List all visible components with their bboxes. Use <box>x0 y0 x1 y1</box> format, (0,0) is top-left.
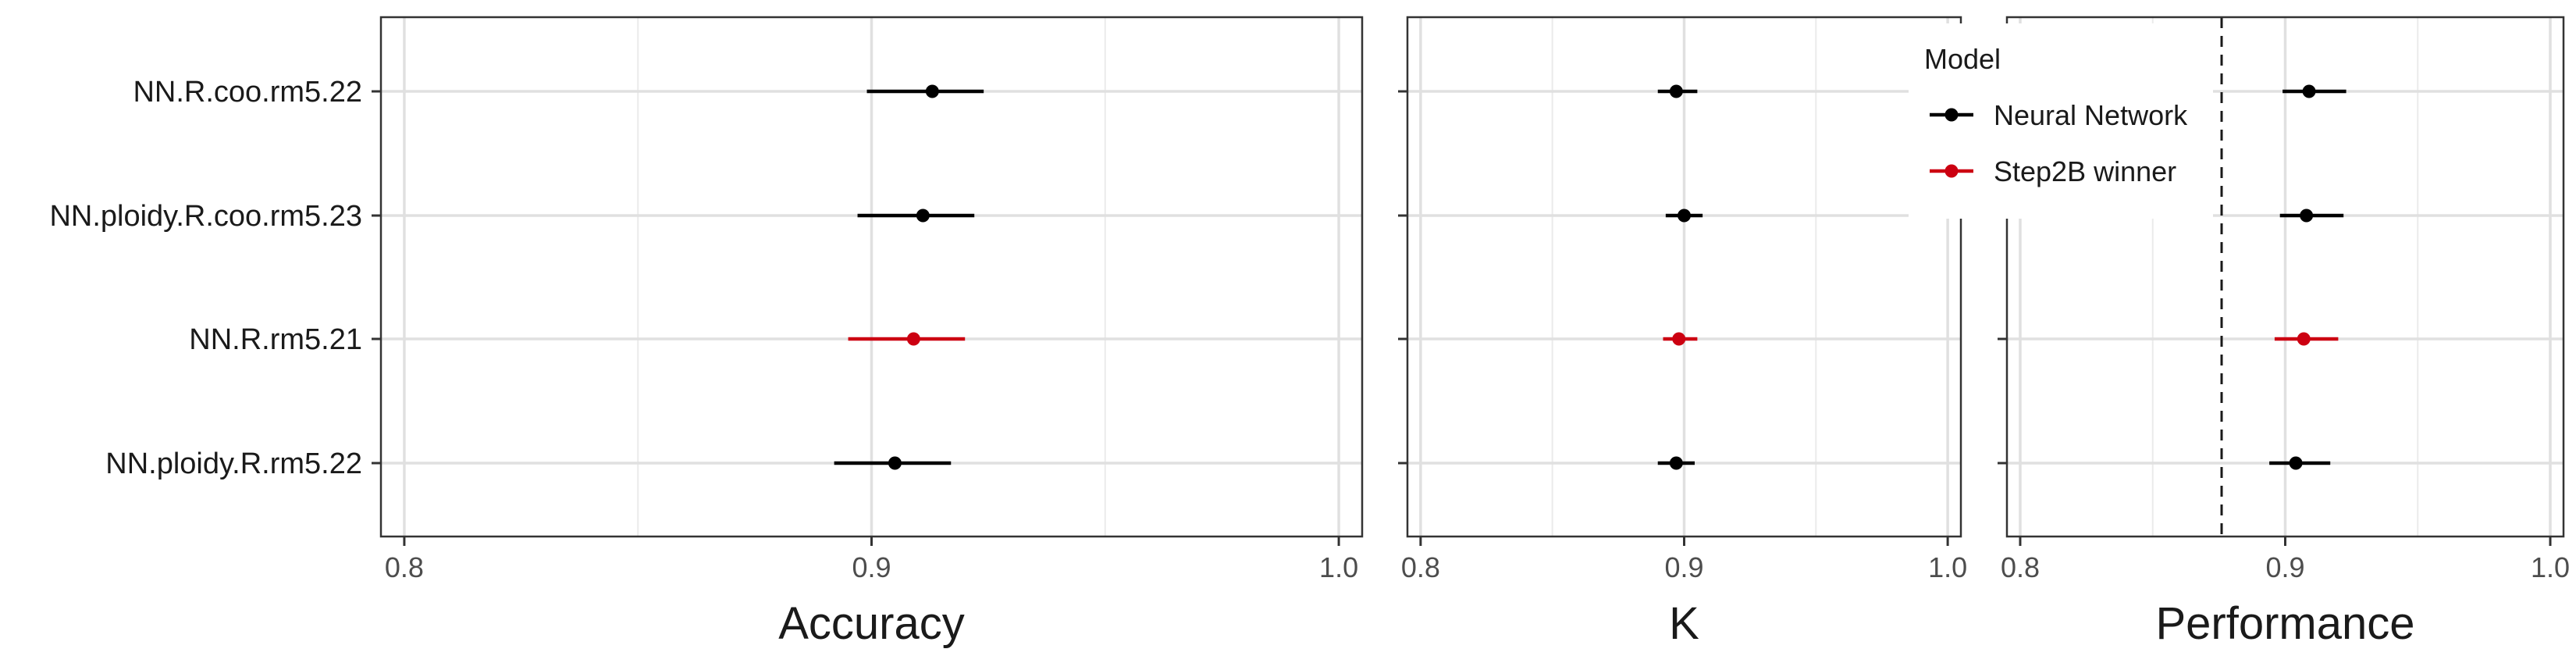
category-label: NN.R.coo.rm5.22 <box>133 76 362 109</box>
x-axis-title: Accuracy <box>778 598 965 649</box>
x-tick-label: 0.9 <box>852 551 891 583</box>
point-estimate <box>1672 333 1685 346</box>
point-estimate <box>2303 85 2316 98</box>
x-tick-label: 0.9 <box>2265 551 2304 583</box>
point-estimate <box>1670 85 1683 98</box>
x-tick-label: 0.9 <box>1664 551 1703 583</box>
legend-label: Step2B winner <box>1994 155 2176 187</box>
point-estimate <box>2300 209 2313 223</box>
legend-key-point <box>1945 165 1959 178</box>
x-axis-title: Performance <box>2155 598 2414 649</box>
point-estimate <box>2297 333 2311 346</box>
panel-accuracy: 0.8 0.9 1.0 Accuracy <box>372 17 1362 649</box>
point-estimate <box>907 333 920 346</box>
x-tick-label: 0.8 <box>1401 551 1440 583</box>
legend-key-point <box>1945 109 1959 122</box>
legend-title: Model <box>1924 43 2001 75</box>
point-estimate <box>916 209 930 223</box>
category-label: NN.ploidy.R.coo.rm5.23 <box>49 200 362 233</box>
category-label: NN.ploidy.R.rm5.22 <box>105 447 362 480</box>
panel-k: 0.8 0.9 1.0 K <box>1398 17 1967 649</box>
category-label: NN.R.rm5.21 <box>189 323 362 356</box>
point-estimate <box>1678 209 1691 223</box>
point-estimate <box>2290 457 2303 470</box>
point-estimate <box>888 457 902 470</box>
x-tick-label: 1.0 <box>1928 551 1967 583</box>
point-estimate <box>1670 457 1683 470</box>
x-axis-title: K <box>1669 598 1699 649</box>
legend-label: Neural Network <box>1994 99 2188 131</box>
x-tick-label: 0.8 <box>2001 551 2040 583</box>
legend: Model Neural Network Step2B winner <box>1909 23 2213 219</box>
x-tick-label: 1.0 <box>2531 551 2570 583</box>
x-tick-label: 0.8 <box>385 551 424 583</box>
x-tick-label: 1.0 <box>1319 551 1358 583</box>
point-estimate <box>926 85 939 98</box>
